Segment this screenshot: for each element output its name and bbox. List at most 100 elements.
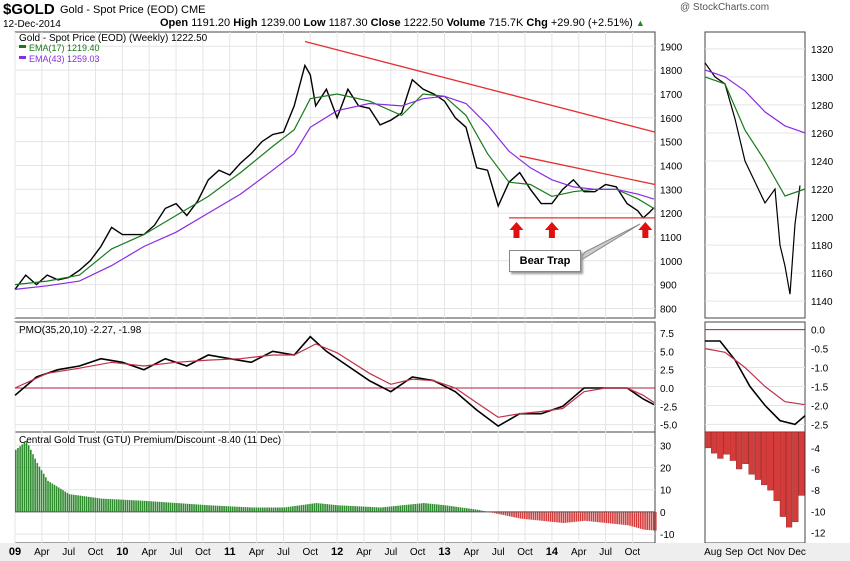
x-axis-band xyxy=(0,543,850,561)
hist-bar xyxy=(317,503,320,512)
hist-bar xyxy=(655,511,657,531)
hist-y-tick-label: 20 xyxy=(660,464,672,475)
hist-bar xyxy=(566,511,569,523)
hist-bar xyxy=(618,511,621,525)
hist-bar xyxy=(575,511,578,522)
hist-bar xyxy=(330,504,333,512)
hist-bar xyxy=(182,503,185,512)
hist-bar xyxy=(169,502,172,512)
hist-bar xyxy=(356,506,359,512)
hist-bar xyxy=(360,506,363,512)
hist-bar xyxy=(637,511,640,529)
x-tick-label: 10 xyxy=(116,546,128,558)
hist-bar xyxy=(38,466,41,512)
hist-bar xyxy=(135,500,137,512)
close-label: Close xyxy=(370,17,401,29)
hist-bar xyxy=(536,511,539,521)
hist-bar xyxy=(208,505,210,512)
hist-bar xyxy=(92,497,94,512)
x-tick-label: Apr xyxy=(249,547,265,558)
hist-bar xyxy=(515,511,518,518)
hist-bar xyxy=(210,505,213,512)
hist-bar xyxy=(27,445,30,512)
hist-title: Central Gold Trust (GTU) Premium/Discoun… xyxy=(19,435,281,446)
daily-y-tick-label: 1320 xyxy=(811,45,834,56)
daily-hist-bar xyxy=(798,431,805,496)
hist-bar xyxy=(498,511,500,515)
hist-bar xyxy=(571,511,573,523)
hist-bar xyxy=(186,503,189,512)
hist-bar xyxy=(384,507,386,512)
hist-bar xyxy=(171,502,174,512)
hist-bar xyxy=(259,507,262,512)
x-tick-label: Apr xyxy=(356,547,372,558)
hist-bar xyxy=(390,506,393,512)
hist-bar xyxy=(214,505,217,512)
hist-bar xyxy=(322,503,324,512)
hist-bar xyxy=(309,503,311,512)
hist-bar xyxy=(47,480,49,512)
hist-bar xyxy=(238,506,240,512)
daily-hist-bar xyxy=(792,431,799,523)
hist-bar xyxy=(435,504,438,512)
hist-bar xyxy=(354,506,356,512)
watermark: @ StockCharts.com xyxy=(680,2,770,13)
hist-bar xyxy=(296,505,298,512)
daily-hist-bar xyxy=(736,431,743,470)
hist-bar xyxy=(313,503,316,512)
hist-bar xyxy=(231,506,234,512)
hist-bar xyxy=(594,511,597,522)
legend-swatch xyxy=(19,45,26,48)
hist-bar xyxy=(605,511,608,524)
x-tick-label: Apr xyxy=(34,547,50,558)
hist-bar xyxy=(163,502,165,512)
hist-bar xyxy=(156,501,159,512)
hist-bar xyxy=(53,484,56,512)
hist-bar xyxy=(197,504,200,512)
hist-bar xyxy=(367,506,369,512)
hist-bar xyxy=(15,449,17,512)
hist-bar xyxy=(55,486,58,512)
hist-bar xyxy=(592,511,595,522)
hist-bar xyxy=(414,503,417,512)
hist-bar xyxy=(635,511,638,528)
daily-y-tick-label: 1240 xyxy=(811,157,834,168)
hist-bar xyxy=(528,511,530,520)
hist-bar xyxy=(476,509,479,512)
hist-bar xyxy=(502,511,505,516)
hist-bar xyxy=(541,511,543,521)
hist-bar xyxy=(128,500,131,512)
hist-bar xyxy=(332,504,335,512)
hist-bar xyxy=(88,496,90,512)
up-triangle-icon: ▲ xyxy=(635,18,645,28)
x-tick-label: Oct xyxy=(517,547,533,558)
hist-bar xyxy=(429,503,432,512)
hist-bar xyxy=(644,511,646,530)
hist-bar xyxy=(143,500,146,512)
hist-bar xyxy=(191,504,193,512)
hist-bar xyxy=(167,502,170,512)
y-tick-label: 1200 xyxy=(660,209,683,220)
chart-date: 12-Dec-2014 xyxy=(3,19,61,30)
hist-bar xyxy=(193,504,195,512)
hist-bar xyxy=(362,506,365,512)
hist-bar xyxy=(100,498,103,512)
hist-bar xyxy=(440,504,442,512)
hist-bar xyxy=(382,507,384,512)
hist-bar xyxy=(650,511,653,531)
y-tick-label: 1100 xyxy=(660,233,682,244)
panel-frame xyxy=(14,321,656,433)
hist-bar xyxy=(201,504,204,512)
hist-y-tick-label: 10 xyxy=(660,486,672,497)
daily-pmo-line xyxy=(705,340,806,426)
y-tick-label: 1400 xyxy=(660,161,683,172)
x-tick-label: Oct xyxy=(410,547,426,558)
x-tick-label: Jul xyxy=(384,547,397,558)
hist-bar xyxy=(474,509,477,512)
low-value: 1187.30 xyxy=(328,17,368,29)
pmo-y-tick-label: 7.5 xyxy=(660,329,674,340)
hist-bar xyxy=(380,507,382,512)
hist-bar xyxy=(341,505,344,512)
open-label: Open xyxy=(160,17,189,29)
